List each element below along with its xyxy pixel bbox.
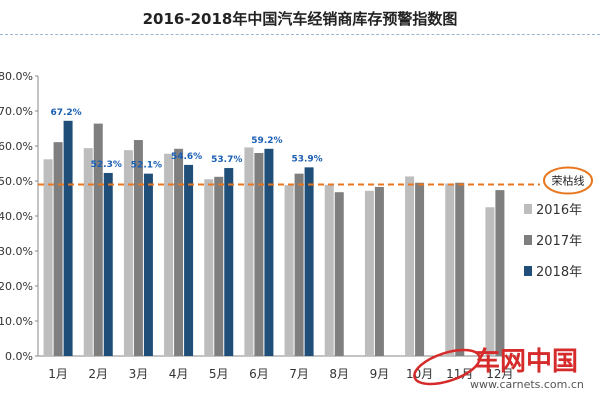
bar-2-10 [415,182,425,356]
bar-1-11 [445,183,455,356]
bar-2-1 [53,142,63,356]
bar-1-4 [164,153,174,356]
bar-2-9 [374,186,384,356]
bar-2-12 [495,190,505,356]
reference-line-callout [543,166,593,195]
legend-label-1: 2016年 [536,203,582,218]
watermark-logo [413,348,481,386]
x-tick-label: 9月 [370,367,390,381]
x-tick-label: 8月 [329,367,349,381]
bar-3-4 [184,164,194,356]
legend-swatch-3 [524,266,532,276]
bar-3-6 [264,148,274,356]
bar-1-7 [284,185,294,356]
x-tick-label: 1月 [48,367,68,381]
x-tick-label: 11月 [446,367,473,381]
y-tick-label: 0.0% [5,350,33,363]
bar-3-1 [63,120,73,356]
legend-label-3: 2018年 [536,265,582,280]
bar-2-8 [334,192,344,356]
bar-2-11 [455,182,465,356]
bar-2-2 [93,123,103,356]
data-label: 53.7% [211,155,242,165]
chart-title: 2016-2018年中国汽车经销商库存预警指数图 [142,10,458,28]
bar-1-1 [43,159,53,356]
bar-2-3 [133,140,143,356]
bar-3-3 [143,173,153,356]
bar-3-5 [224,168,234,356]
bar-1-8 [324,184,334,356]
legend-swatch-1 [524,204,532,214]
y-tick-label: 50.0% [0,175,33,188]
title-divider [0,34,600,35]
bar-1-3 [123,150,133,356]
y-tick-label: 80.0% [0,70,33,83]
x-tick-label: 7月 [289,367,309,381]
legend-swatch-2 [524,235,532,245]
bar-1-10 [405,176,415,356]
x-tick-label: 3月 [129,367,149,381]
y-tick-label: 30.0% [0,245,33,258]
watermark-text: 车网中国 [474,346,578,377]
watermark-url: www.carnets.com.cn [470,378,584,391]
bar-3-7 [304,167,314,356]
bar-1-12 [485,207,495,356]
x-tick-label: 12月 [486,367,513,381]
x-tick-label: 2月 [88,367,108,381]
data-label: 54.6% [171,152,202,162]
bar-2-7 [294,173,304,356]
x-tick-label: 5月 [209,367,229,381]
data-label: 53.9% [291,154,322,164]
bar-3-2 [103,172,113,356]
bar-1-9 [364,190,374,356]
bar-2-6 [254,153,264,356]
bar-1-5 [204,179,214,356]
y-tick-label: 70.0% [0,105,33,118]
bar-2-4 [174,148,184,356]
x-tick-label: 6月 [249,367,269,381]
legend-label-2: 2017年 [536,234,582,249]
reference-line-label: 荣枯线 [552,174,585,188]
y-tick-label: 40.0% [0,210,33,223]
y-tick-label: 10.0% [0,315,33,328]
bar-1-2 [83,148,93,356]
bar-2-5 [214,176,224,356]
data-label: 67.2% [50,108,81,118]
data-label: 59.2% [251,136,282,146]
y-tick-label: 20.0% [0,280,33,293]
y-tick-label: 60.0% [0,140,33,153]
data-label: 52.3% [91,160,122,170]
x-tick-label: 4月 [169,367,189,381]
x-tick-label: 10月 [406,367,433,381]
data-label: 52.1% [131,161,162,171]
bar-1-6 [244,147,254,356]
